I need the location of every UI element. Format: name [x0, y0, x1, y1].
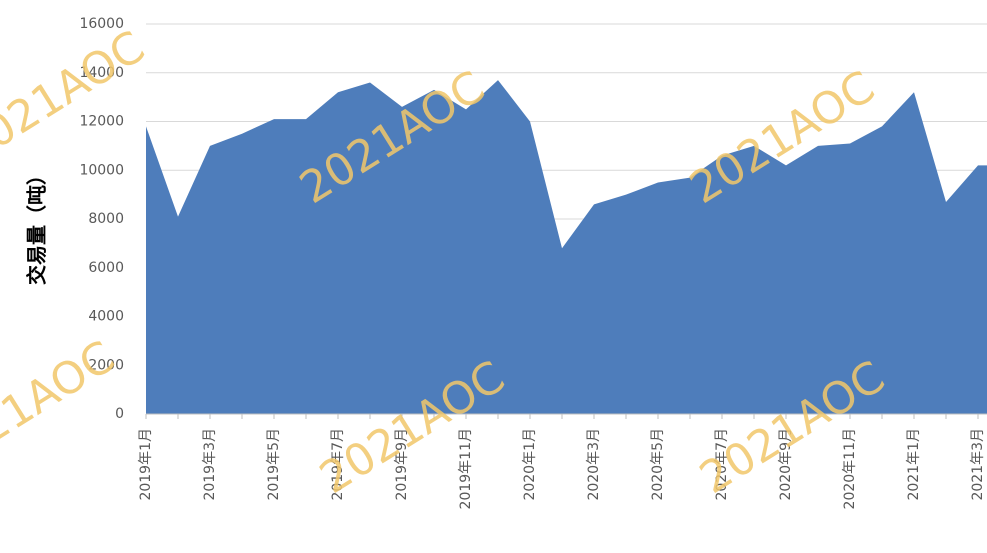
x-tick-label: 2019年5月 — [266, 428, 282, 501]
x-tick-label: 2020年7月 — [714, 428, 730, 501]
x-tick-label: 2020年5月 — [650, 428, 666, 501]
y-tick-label: 10000 — [79, 162, 124, 178]
x-tick-label: 2020年9月 — [778, 428, 794, 501]
x-tick-label: 2020年1月 — [522, 428, 538, 501]
y-tick-label: 2000 — [88, 357, 124, 373]
x-tick-label: 2019年1月 — [138, 428, 154, 501]
x-tick-label: 2020年3月 — [586, 428, 602, 501]
y-tick-label: 16000 — [79, 16, 124, 32]
x-tick-label: 2021年1月 — [906, 428, 922, 501]
y-tick-label: 4000 — [88, 309, 124, 325]
watermark: 2021AOC — [0, 21, 153, 174]
x-tick-label: 2021年3月 — [970, 428, 986, 501]
y-axis-label: 交易量（吨） — [25, 165, 49, 285]
x-tick-label: 2019年7月 — [330, 428, 346, 501]
y-tick-label: 8000 — [88, 211, 124, 227]
y-tick-label: 0 — [115, 406, 124, 422]
x-tick-label: 2020年11月 — [842, 428, 858, 509]
y-tick-label: 12000 — [79, 114, 124, 130]
y-tick-label: 14000 — [79, 65, 124, 81]
x-tick-label: 2019年3月 — [202, 428, 218, 501]
watermark: 2021AOC — [0, 331, 123, 484]
area — [146, 80, 987, 414]
x-tick-label: 2019年9月 — [394, 428, 410, 501]
x-tick-label: 2019年11月 — [458, 428, 474, 509]
y-tick-label: 6000 — [88, 260, 124, 276]
plot: 0 2000 4000 6000 8000 10000 12000 14000 16000 201… — [79, 16, 987, 509]
